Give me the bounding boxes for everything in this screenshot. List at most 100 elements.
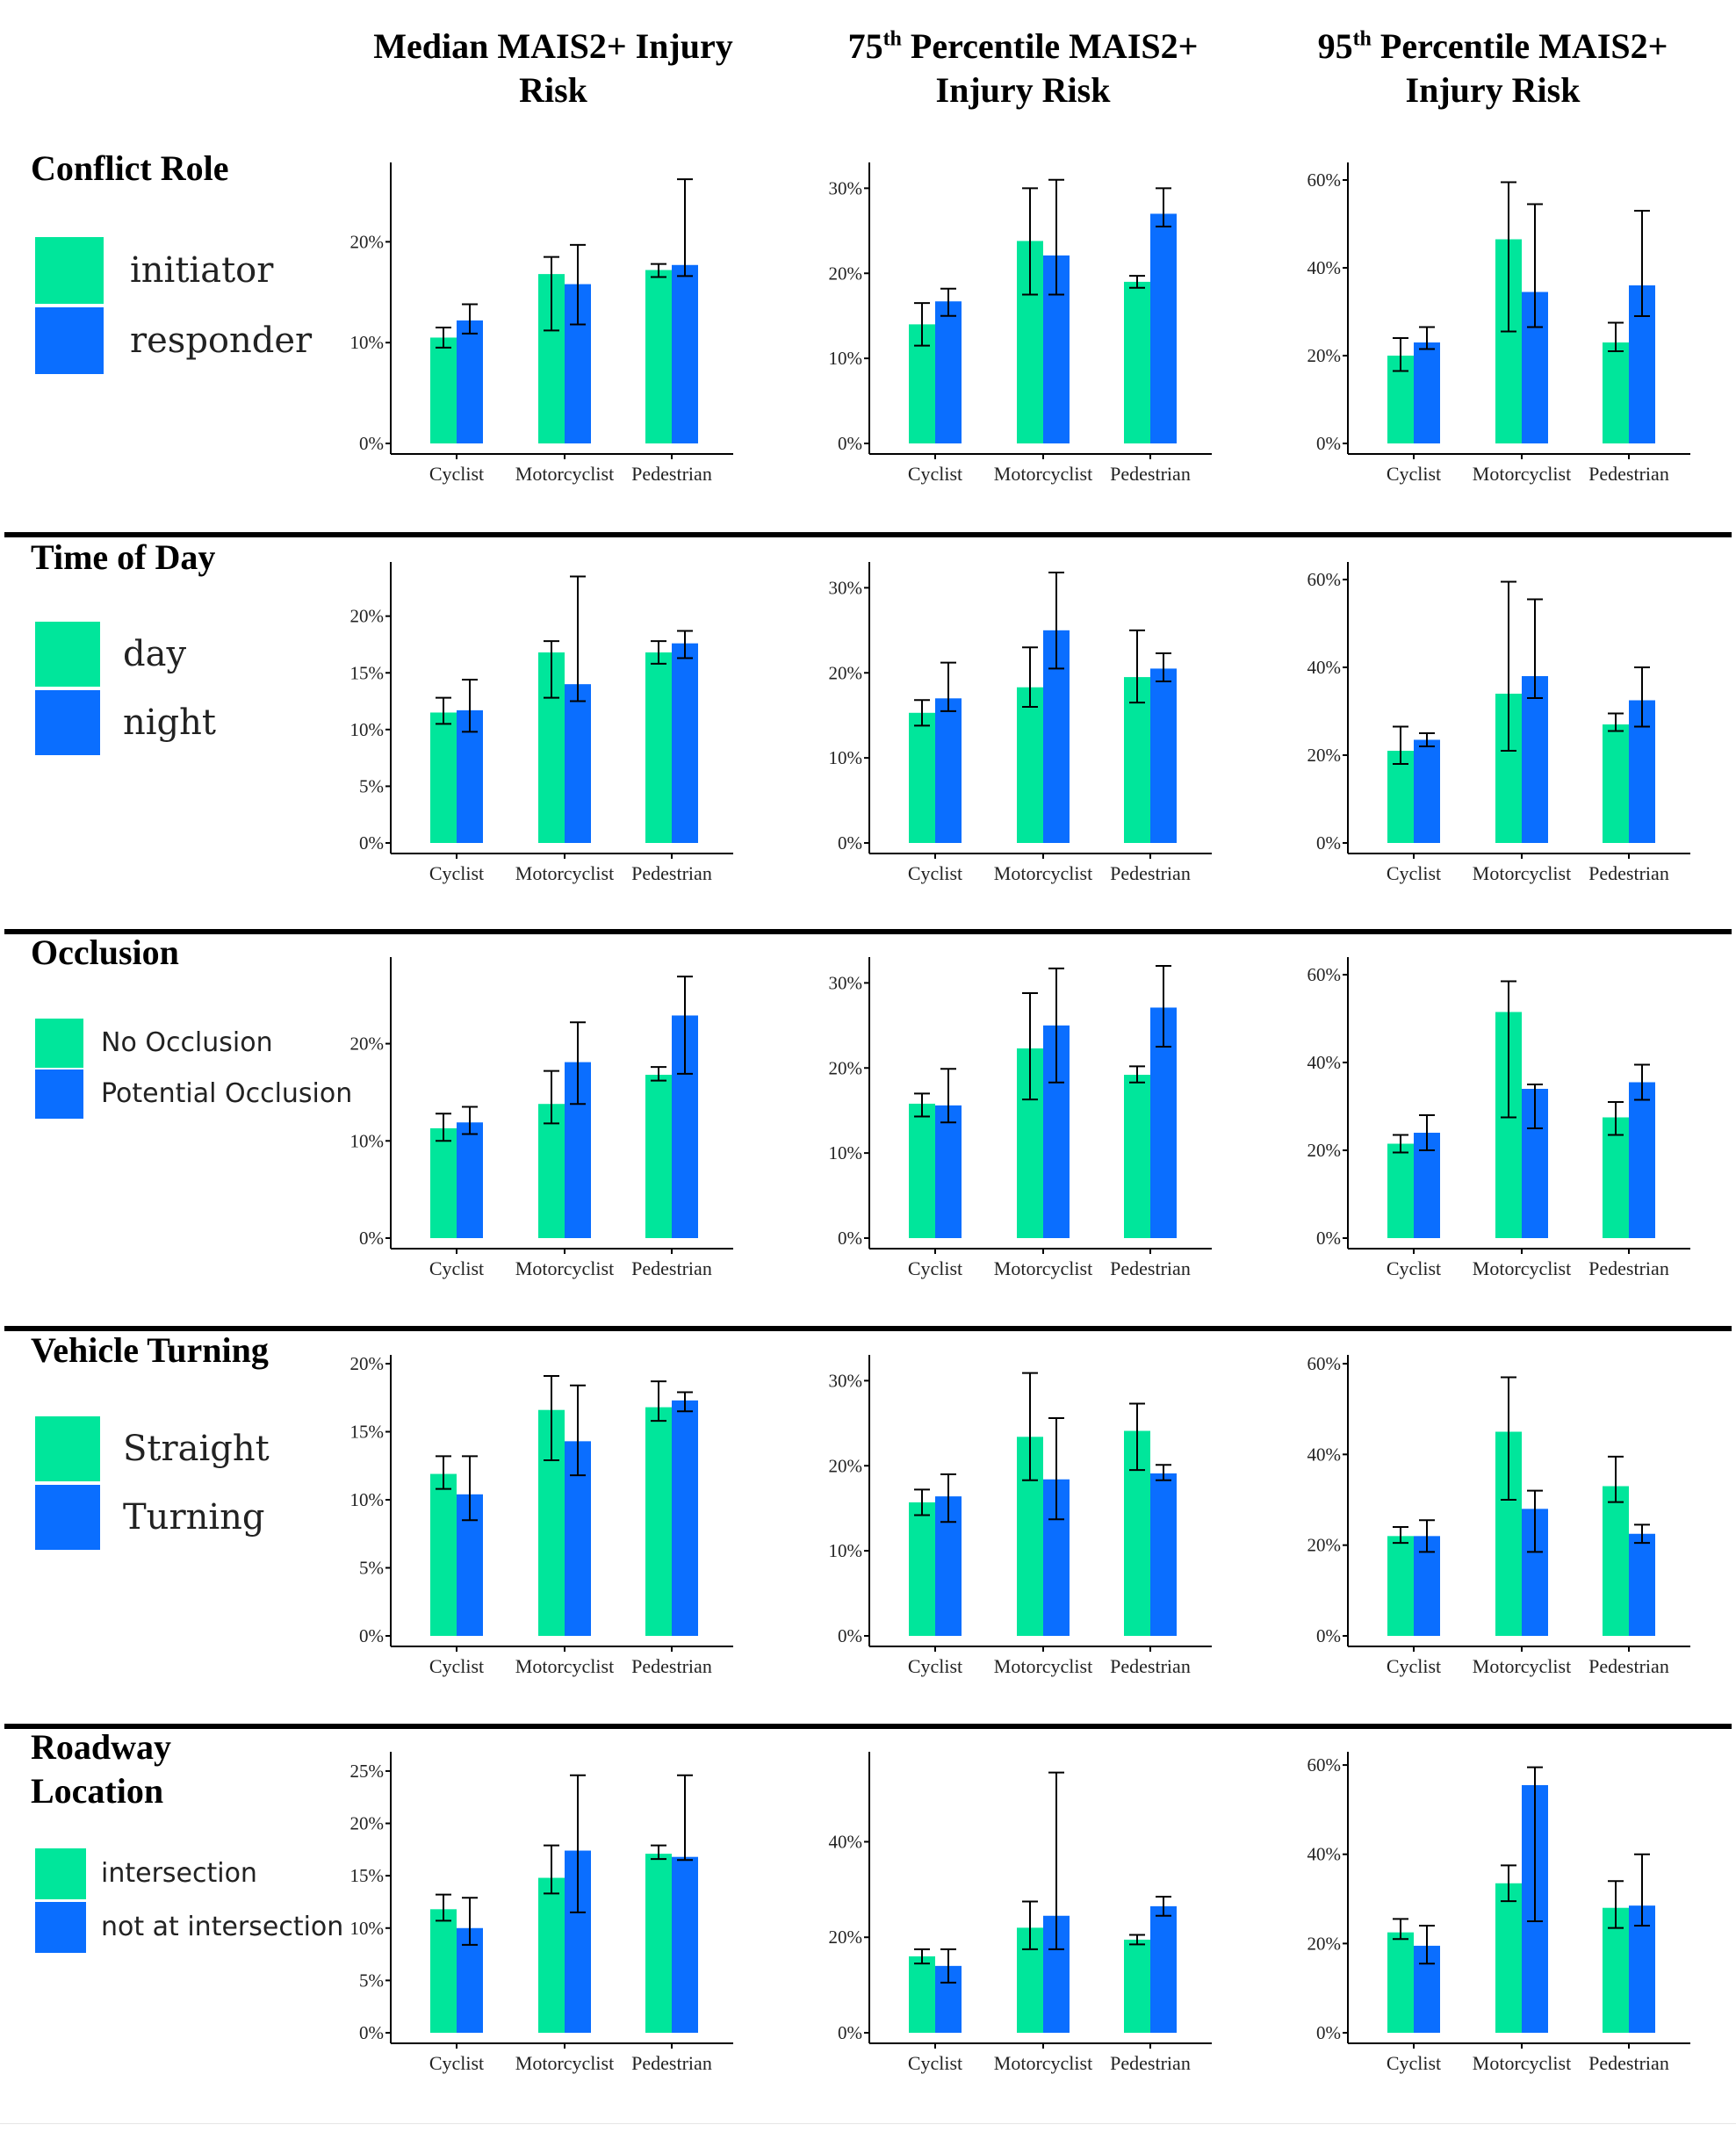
x-tick-label-motorcyclist: Motorcyclist [1473,862,1571,884]
bar-pedestrian-potential-occlusion [1629,1082,1655,1238]
error-bar-motorcyclist-day [544,640,559,699]
x-tick-label-pedestrian: Pedestrian [1588,862,1669,884]
error-bar-pedestrian-potential-occlusion [1156,965,1171,1048]
row-title: Vehicle Turning [31,1330,269,1370]
bar-pedestrian-turning [672,1400,698,1636]
error-bar-motorcyclist-responder [1527,203,1543,328]
y-tick-label: 0% [359,2022,384,2043]
y-tick-label: 10% [829,1540,863,1561]
x-tick-label-cyclist: Cyclist [1387,862,1441,884]
y-tick-label: 20% [350,606,385,627]
bar-pedestrian-initiator [645,270,672,443]
x-tick-label-motorcyclist: Motorcyclist [515,1655,614,1677]
error-bar-motorcyclist-straight [1022,1372,1038,1481]
bar-pedestrian-not-at-intersection [672,1856,698,2033]
legend-label: Straight [123,1429,270,1469]
y-tick-label: 0% [838,433,862,454]
y-tick-label: 40% [1307,1444,1342,1465]
bar-pedestrian-no-occlusion [1603,1117,1629,1238]
error-bar-cyclist-no-occlusion [914,1092,930,1118]
legend-swatch [35,1019,83,1068]
bar-cyclist-no-occlusion [1387,1143,1414,1238]
row-time-of-day: Time of Day day night 0% 5% 10% 15% 20% Cyclist M… [0,536,1736,935]
bar-pedestrian-turning [1150,1473,1177,1636]
bar-cyclist-intersection [430,1909,457,2033]
error-bar-motorcyclist-responder [570,243,586,326]
bar-pedestrian-initiator [1124,281,1150,443]
y-tick-label: 0% [359,433,384,454]
x-tick-label-pedestrian: Pedestrian [631,2052,712,2074]
bar-chart-vehicle-turning-median: 0% 5% 10% 15% 20% Cyclist Motorcyclist Pedestri… [350,1353,733,1677]
bar-cyclist-potential-occlusion [935,1105,962,1238]
error-bar-cyclist-potential-occlusion [940,1068,956,1124]
y-tick-label: 5% [359,1970,384,1991]
bar-cyclist-night [1414,739,1440,843]
x-tick-label-motorcyclist: Motorcyclist [994,2052,1092,2074]
error-bar-cyclist-responder [940,287,956,317]
y-tick-label: 20% [829,1927,863,1948]
error-bar-motorcyclist-night [570,575,586,702]
y-tick-label: 10% [350,1918,385,1939]
legend-label: intersection [101,1858,257,1889]
legend-label: initiator [130,250,274,291]
bar-cyclist-night [935,698,962,843]
x-tick-label-pedestrian: Pedestrian [1588,1257,1669,1279]
error-bar-motorcyclist-initiator [544,256,559,332]
y-tick-label: 0% [838,1625,862,1646]
error-bar-motorcyclist-no-occlusion [1501,980,1516,1119]
y-tick-label: 60% [1307,964,1342,985]
x-tick-label-cyclist: Cyclist [429,2052,484,2074]
x-tick-label-motorcyclist: Motorcyclist [1473,2052,1571,2074]
bar-chart-conflict-role-median: 0% 10% 20% Cyclist Motorcyclist Pedestrian [350,162,733,485]
y-tick-label: 30% [829,577,863,598]
error-bar-motorcyclist-responder [1048,178,1064,296]
error-bar-pedestrian-responder [677,178,693,277]
error-bar-pedestrian-straight [1608,1455,1624,1503]
y-tick-label: 20% [829,263,863,284]
error-bar-motorcyclist-potential-occlusion [1048,967,1064,1084]
legend-label: Turning [123,1497,265,1538]
column-header-95th: 95th Percentile MAIS2+ Injury Risk [1286,25,1699,112]
error-bar-cyclist-not-at-intersection [1419,1925,1435,1965]
error-bar-pedestrian-day [1129,629,1145,704]
bar-cyclist-intersection [909,1956,935,2033]
error-bar-pedestrian-turning [1634,1523,1650,1545]
y-tick-label: 20% [1307,745,1342,766]
row-divider [4,1724,1732,1729]
column-header-75th-suffix: th [882,27,902,51]
bar-cyclist-responder [1414,342,1440,443]
y-tick-label: 0% [359,1228,384,1249]
row-title: Time of Day [31,537,216,577]
error-bar-cyclist-day [436,696,451,725]
footer-line [0,2123,1736,2124]
error-bar-motorcyclist-intersection [1501,1864,1516,1903]
bar-cyclist-responder [457,320,483,443]
error-bar-motorcyclist-not-at-intersection [570,1774,586,1913]
y-tick-label: 20% [1307,1535,1342,1556]
bar-chart-vehicle-turning-75th: 0% 10% 20% 30% Cyclist Motorcyclist Pedestrian [829,1355,1212,1677]
x-tick-label-motorcyclist: Motorcyclist [1473,463,1571,485]
x-tick-label-cyclist: Cyclist [1387,1257,1441,1279]
error-bar-motorcyclist-day [1022,646,1038,708]
legend-swatch [35,690,100,755]
bar-motorcyclist-night [565,684,591,843]
x-tick-label-cyclist: Cyclist [1387,2052,1441,2074]
x-tick-label-motorcyclist: Motorcyclist [1473,1655,1571,1677]
error-bar-pedestrian-no-occlusion [1608,1101,1624,1136]
legend-label: night [123,702,216,743]
row-vehicle-turning: Vehicle Turning Straight Turning 0% 5% 10% 15%… [0,1329,1736,1728]
bar-pedestrian-day [645,652,672,843]
error-bar-motorcyclist-potential-occlusion [570,1021,586,1106]
legend-swatch [35,1485,100,1550]
x-tick-label-pedestrian: Pedestrian [631,463,712,485]
x-tick-label-pedestrian: Pedestrian [1110,862,1191,884]
bar-pedestrian-not-at-intersection [1629,1905,1655,2033]
y-tick-label: 0% [838,2022,862,2043]
y-tick-label: 20% [1307,345,1342,366]
y-tick-label: 20% [1307,1933,1342,1954]
error-bar-cyclist-night [1419,732,1435,747]
x-tick-label-cyclist: Cyclist [908,463,962,485]
error-bar-cyclist-night [462,679,478,733]
error-bar-pedestrian-night [1156,652,1171,682]
y-tick-label: 20% [350,1034,385,1055]
